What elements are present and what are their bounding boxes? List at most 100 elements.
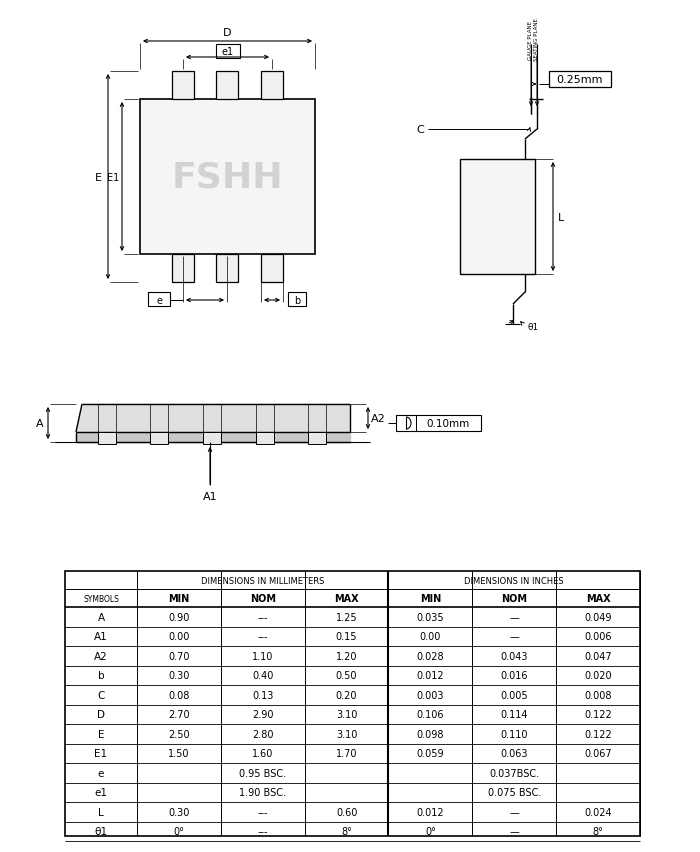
- Bar: [261, 72, 283, 100]
- Bar: [261, 255, 283, 283]
- Text: 0.110: 0.110: [500, 729, 528, 739]
- Bar: [172, 255, 194, 283]
- Text: 0.40: 0.40: [252, 671, 274, 681]
- Text: L: L: [558, 212, 564, 222]
- Text: E: E: [98, 729, 104, 739]
- Bar: [308, 433, 326, 445]
- Text: 0.005: 0.005: [500, 690, 528, 700]
- Text: 0.50: 0.50: [336, 671, 357, 681]
- Text: 0.106: 0.106: [416, 710, 444, 719]
- Text: 1.90 BSC.: 1.90 BSC.: [239, 787, 286, 797]
- Text: 0.067: 0.067: [584, 748, 612, 758]
- Text: C: C: [97, 690, 105, 700]
- Text: 0.059: 0.059: [416, 748, 444, 758]
- Text: 2.70: 2.70: [168, 710, 190, 719]
- Text: —: —: [510, 826, 519, 837]
- Text: 0.70: 0.70: [168, 651, 190, 661]
- Text: 0.098: 0.098: [416, 729, 444, 739]
- Text: MAX: MAX: [335, 593, 359, 603]
- Text: 0.024: 0.024: [584, 807, 612, 817]
- Text: MAX: MAX: [586, 593, 610, 603]
- Text: ---: ---: [258, 631, 268, 642]
- Text: —: —: [510, 631, 519, 642]
- Text: θ1: θ1: [94, 826, 108, 837]
- Bar: [98, 433, 116, 445]
- Text: 3.10: 3.10: [336, 710, 357, 719]
- Text: L: L: [98, 807, 104, 817]
- Text: E1: E1: [94, 748, 108, 758]
- Text: 0°: 0°: [174, 826, 184, 837]
- Text: 0.00: 0.00: [168, 631, 190, 642]
- Text: SYMBOLS: SYMBOLS: [83, 594, 119, 603]
- Text: 0.95 BSC.: 0.95 BSC.: [239, 768, 286, 778]
- Text: —: —: [510, 612, 519, 622]
- Text: MIN: MIN: [420, 593, 441, 603]
- Bar: [148, 292, 170, 307]
- Text: 1.25: 1.25: [336, 612, 358, 622]
- Text: FSHH: FSHH: [172, 160, 284, 194]
- Text: 0.003: 0.003: [416, 690, 444, 700]
- Bar: [396, 416, 481, 431]
- Bar: [460, 160, 535, 274]
- Text: 0.012: 0.012: [416, 807, 444, 817]
- Text: e: e: [156, 296, 162, 306]
- Text: —: —: [510, 807, 519, 817]
- Text: 0.20: 0.20: [336, 690, 357, 700]
- Text: 8°: 8°: [593, 826, 603, 837]
- Bar: [203, 433, 221, 445]
- Polygon shape: [76, 433, 350, 442]
- Text: A2: A2: [94, 651, 108, 661]
- Text: SEATING PLANE: SEATING PLANE: [535, 19, 540, 61]
- Bar: [256, 433, 274, 445]
- Text: 0.075 BSC.: 0.075 BSC.: [488, 787, 541, 797]
- Text: 0.08: 0.08: [168, 690, 190, 700]
- Text: D: D: [223, 28, 232, 38]
- Text: 0.008: 0.008: [584, 690, 612, 700]
- Text: 8°: 8°: [341, 826, 352, 837]
- Bar: [65, 572, 640, 836]
- Text: A1: A1: [203, 492, 217, 502]
- Text: e1: e1: [221, 47, 234, 57]
- Text: 0.028: 0.028: [416, 651, 444, 661]
- Bar: [288, 292, 306, 307]
- Text: e: e: [98, 768, 104, 778]
- Bar: [150, 433, 168, 445]
- Bar: [140, 100, 315, 255]
- Text: 0°: 0°: [425, 826, 436, 837]
- Text: C: C: [416, 125, 424, 135]
- Text: A: A: [36, 418, 44, 429]
- Text: NOM: NOM: [501, 593, 527, 603]
- Text: 0.049: 0.049: [584, 612, 612, 622]
- Text: ---: ---: [258, 807, 268, 817]
- Text: 0.122: 0.122: [584, 729, 612, 739]
- Text: ---: ---: [258, 612, 268, 622]
- Text: 1.70: 1.70: [336, 748, 357, 758]
- Text: 0.047: 0.047: [584, 651, 612, 661]
- Text: 1.60: 1.60: [252, 748, 274, 758]
- Text: E1: E1: [107, 172, 119, 182]
- Bar: [216, 72, 238, 100]
- Polygon shape: [76, 405, 350, 433]
- Text: 0.60: 0.60: [336, 807, 357, 817]
- Text: b: b: [294, 296, 300, 306]
- Text: 0.037BSC.: 0.037BSC.: [489, 768, 539, 778]
- Text: 0.90: 0.90: [168, 612, 190, 622]
- Text: A2: A2: [370, 413, 386, 423]
- Text: 2.50: 2.50: [168, 729, 190, 739]
- Bar: [216, 45, 239, 59]
- Text: 0.30: 0.30: [168, 807, 190, 817]
- Text: 0.15: 0.15: [336, 631, 357, 642]
- Text: E: E: [94, 172, 101, 182]
- Bar: [549, 72, 611, 88]
- Text: DIMENSIONS IN INCHES: DIMENSIONS IN INCHES: [464, 576, 564, 584]
- Text: ---: ---: [258, 826, 268, 837]
- Text: GAUGE PLANE: GAUGE PLANE: [528, 20, 533, 60]
- Text: e1: e1: [94, 787, 108, 797]
- Text: 1.50: 1.50: [168, 748, 190, 758]
- Text: A: A: [97, 612, 104, 622]
- Text: DIMENSIONS IN MILLIMETERS: DIMENSIONS IN MILLIMETERS: [201, 576, 324, 584]
- Text: 0.10mm: 0.10mm: [426, 418, 470, 429]
- Text: 0.012: 0.012: [416, 671, 444, 681]
- Text: 0.035: 0.035: [416, 612, 444, 622]
- Text: 0.020: 0.020: [584, 671, 612, 681]
